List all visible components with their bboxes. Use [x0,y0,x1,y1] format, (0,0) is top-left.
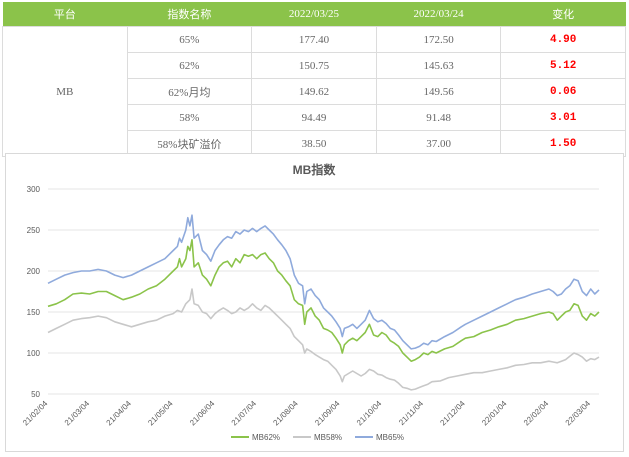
value-cell-d2: 91.48 [375,104,502,131]
grid-lines [48,188,599,395]
legend-label: MB58% [314,433,342,442]
legend-label: MB65% [376,433,404,442]
x-axis-ticks: 21/02/04 21/03/04 21/04/04 21/05/04 21/06/04… [21,399,592,428]
value-cell-d1: 38.50 [251,130,377,157]
value-cell-d2: 37.00 [375,130,502,157]
value-cell-d1: 177.40 [251,26,377,53]
header-date-2: 2022/03/24 [376,2,501,27]
series-line-mb65pct [47,214,600,350]
x-tick-label: 21/04/04 [105,399,134,428]
index-name-cell: 62%月均 [126,78,253,105]
x-tick-label: 21/09/04 [313,399,342,428]
price-index-table: 平台 指数名称 2022/03/25 2022/03/24 变化 MB 65% … [2,2,626,157]
y-axis-ticks: 50 100 150 200 250 300 [27,185,41,399]
value-cell-d1: 150.75 [251,52,377,79]
change-cell: 1.50 [500,130,626,157]
table-header-row: 平台 指数名称 2022/03/25 2022/03/24 变化 [2,2,626,27]
index-name-cell: 58%块矿溢价 [126,130,253,157]
mb-index-chart: MB指数 50 100 150 200 250 300 21/02/04 21/03/04 2… [5,153,624,452]
platform-cell: MB [2,26,128,157]
x-tick-label: 21/08/04 [271,399,300,428]
x-tick-label: 21/10/04 [355,399,384,428]
legend-label: MB62% [252,433,280,442]
change-cell: 4.90 [500,26,626,53]
x-tick-label: 21/06/04 [188,399,217,428]
table-row: MB 65% 177.40 172.50 4.90 [2,26,626,157]
y-tick-label: 250 [27,226,41,235]
chart-legend: MB62% MB58% MB65% [231,433,404,442]
series-line-mb58pct [47,288,600,391]
value-cell-d2: 145.63 [375,52,502,79]
x-tick-label: 21/03/04 [63,399,92,428]
x-tick-label: 22/03/04 [564,399,593,428]
value-cell-d1: 94.49 [251,104,377,131]
x-tick-label: 22/02/04 [522,399,551,428]
header-index-name: 指数名称 [127,2,252,27]
header-date-1: 2022/03/25 [251,2,377,27]
x-tick-label: 21/02/04 [21,399,50,428]
x-tick-label: 21/12/04 [438,399,467,428]
x-tick-label: 21/11/04 [397,399,425,427]
header-change: 变化 [500,2,626,27]
index-name-cell: 62% [126,52,253,79]
y-tick-label: 150 [27,308,41,317]
table-row: 58%块矿溢价 38.50 37.00 1.50 [3,130,626,157]
y-tick-label: 50 [31,390,40,399]
y-tick-label: 200 [27,267,41,276]
index-name-cell: 65% [126,26,253,53]
series-line-mb62pct [47,239,600,362]
table-row: 62% 150.75 145.63 5.12 [3,52,626,79]
value-cell-d2: 149.56 [375,78,502,105]
x-tick-label: 21/07/04 [230,399,259,428]
value-cell-d2: 172.50 [375,26,502,53]
x-tick-label: 21/05/04 [146,399,175,428]
y-tick-label: 100 [27,349,41,358]
y-tick-label: 300 [27,185,41,194]
change-cell: 5.12 [500,52,626,79]
value-cell-d1: 149.62 [251,78,377,105]
series-lines [47,214,600,391]
x-tick-label: 22/01/04 [480,399,509,428]
table-row: 62%月均 149.62 149.56 0.06 [3,78,626,105]
header-platform: 平台 [2,2,128,27]
change-cell: 0.06 [500,78,626,105]
change-cell: 3.01 [500,104,626,131]
index-name-cell: 58% [126,104,253,131]
chart-title: MB指数 [293,162,337,177]
table-row: 58% 94.49 91.48 3.01 [3,104,626,131]
